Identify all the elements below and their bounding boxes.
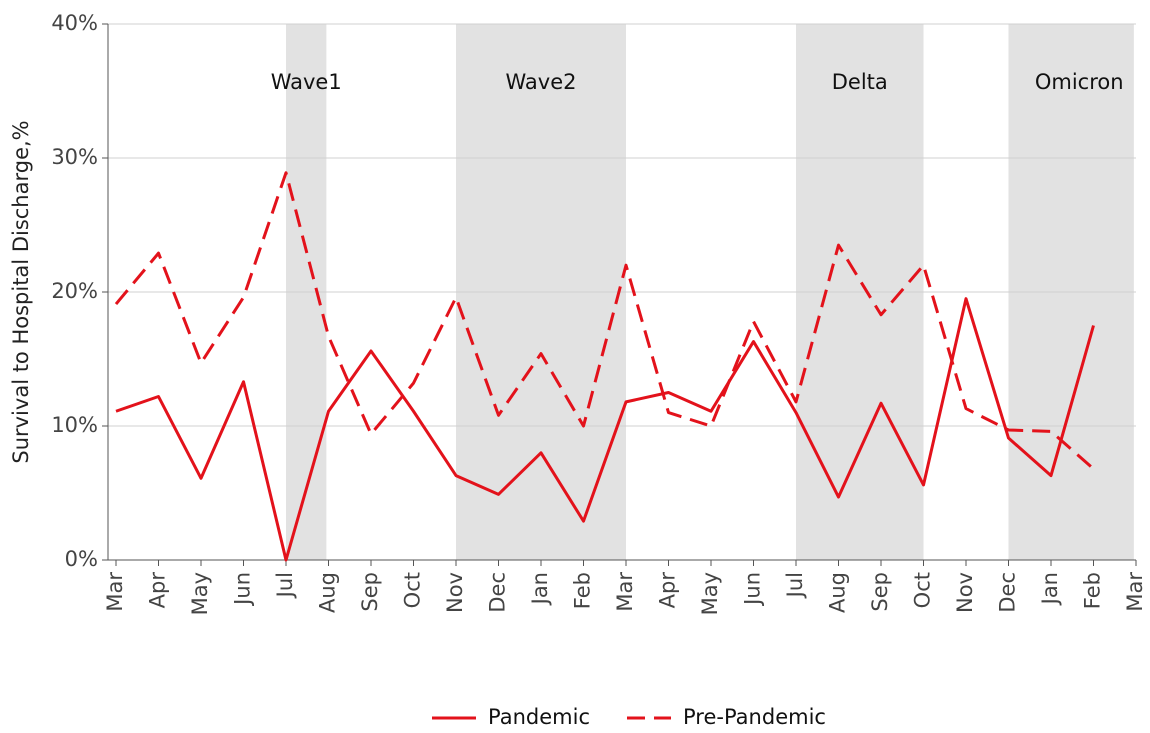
- y-tick-label: 0%: [65, 547, 98, 571]
- x-tick-label: Mar: [103, 572, 127, 612]
- x-tick-label: Dec: [996, 572, 1020, 613]
- band-label: Wave2: [506, 70, 577, 94]
- band-label: Delta: [832, 70, 888, 94]
- x-tick-label: Feb: [1081, 572, 1105, 609]
- x-tick-label: May: [188, 572, 212, 615]
- x-tick-label: Dec: [486, 572, 510, 613]
- band-label: Wave1: [271, 70, 342, 94]
- y-axis-label: Survival to Hospital Discharge,%: [9, 120, 33, 463]
- y-tick-label: 40%: [51, 11, 98, 35]
- data-line: [115, 297, 1095, 562]
- x-tick-label: Nov: [953, 572, 977, 613]
- y-tick-label: 10%: [51, 413, 98, 437]
- x-tick-label: Nov: [443, 572, 467, 613]
- x-tick-label: Jul: [783, 572, 807, 599]
- x-tick-label: May: [698, 572, 722, 615]
- x-tick-label: Aug: [826, 572, 850, 613]
- x-tick-label: Oct: [911, 572, 935, 608]
- legend-label: Pandemic: [488, 705, 590, 729]
- x-tick-label: Oct: [401, 572, 425, 608]
- x-tick-label: Aug: [316, 572, 340, 613]
- x-tick-label: Mar: [1123, 572, 1147, 612]
- x-tick-label: Jan: [528, 572, 552, 606]
- x-tick-label: Jan: [1038, 572, 1062, 606]
- x-tick-label: Mar: [613, 572, 637, 612]
- x-tick-label: Feb: [571, 572, 595, 609]
- x-tick-label: Apr: [146, 572, 170, 609]
- y-tick-label: 20%: [51, 279, 98, 303]
- data-line: [114, 171, 1095, 471]
- x-tick-label: Sep: [868, 572, 892, 612]
- y-tick-label: 30%: [51, 145, 98, 169]
- x-tick-label: Jul: [273, 572, 297, 599]
- legend-label: Pre-Pandemic: [683, 705, 826, 729]
- band-label: Omicron: [1035, 70, 1124, 94]
- x-tick-label: Sep: [358, 572, 382, 612]
- x-tick-label: Jun: [741, 572, 765, 607]
- x-tick-label: Apr: [656, 572, 680, 609]
- x-tick-label: Jun: [231, 572, 255, 607]
